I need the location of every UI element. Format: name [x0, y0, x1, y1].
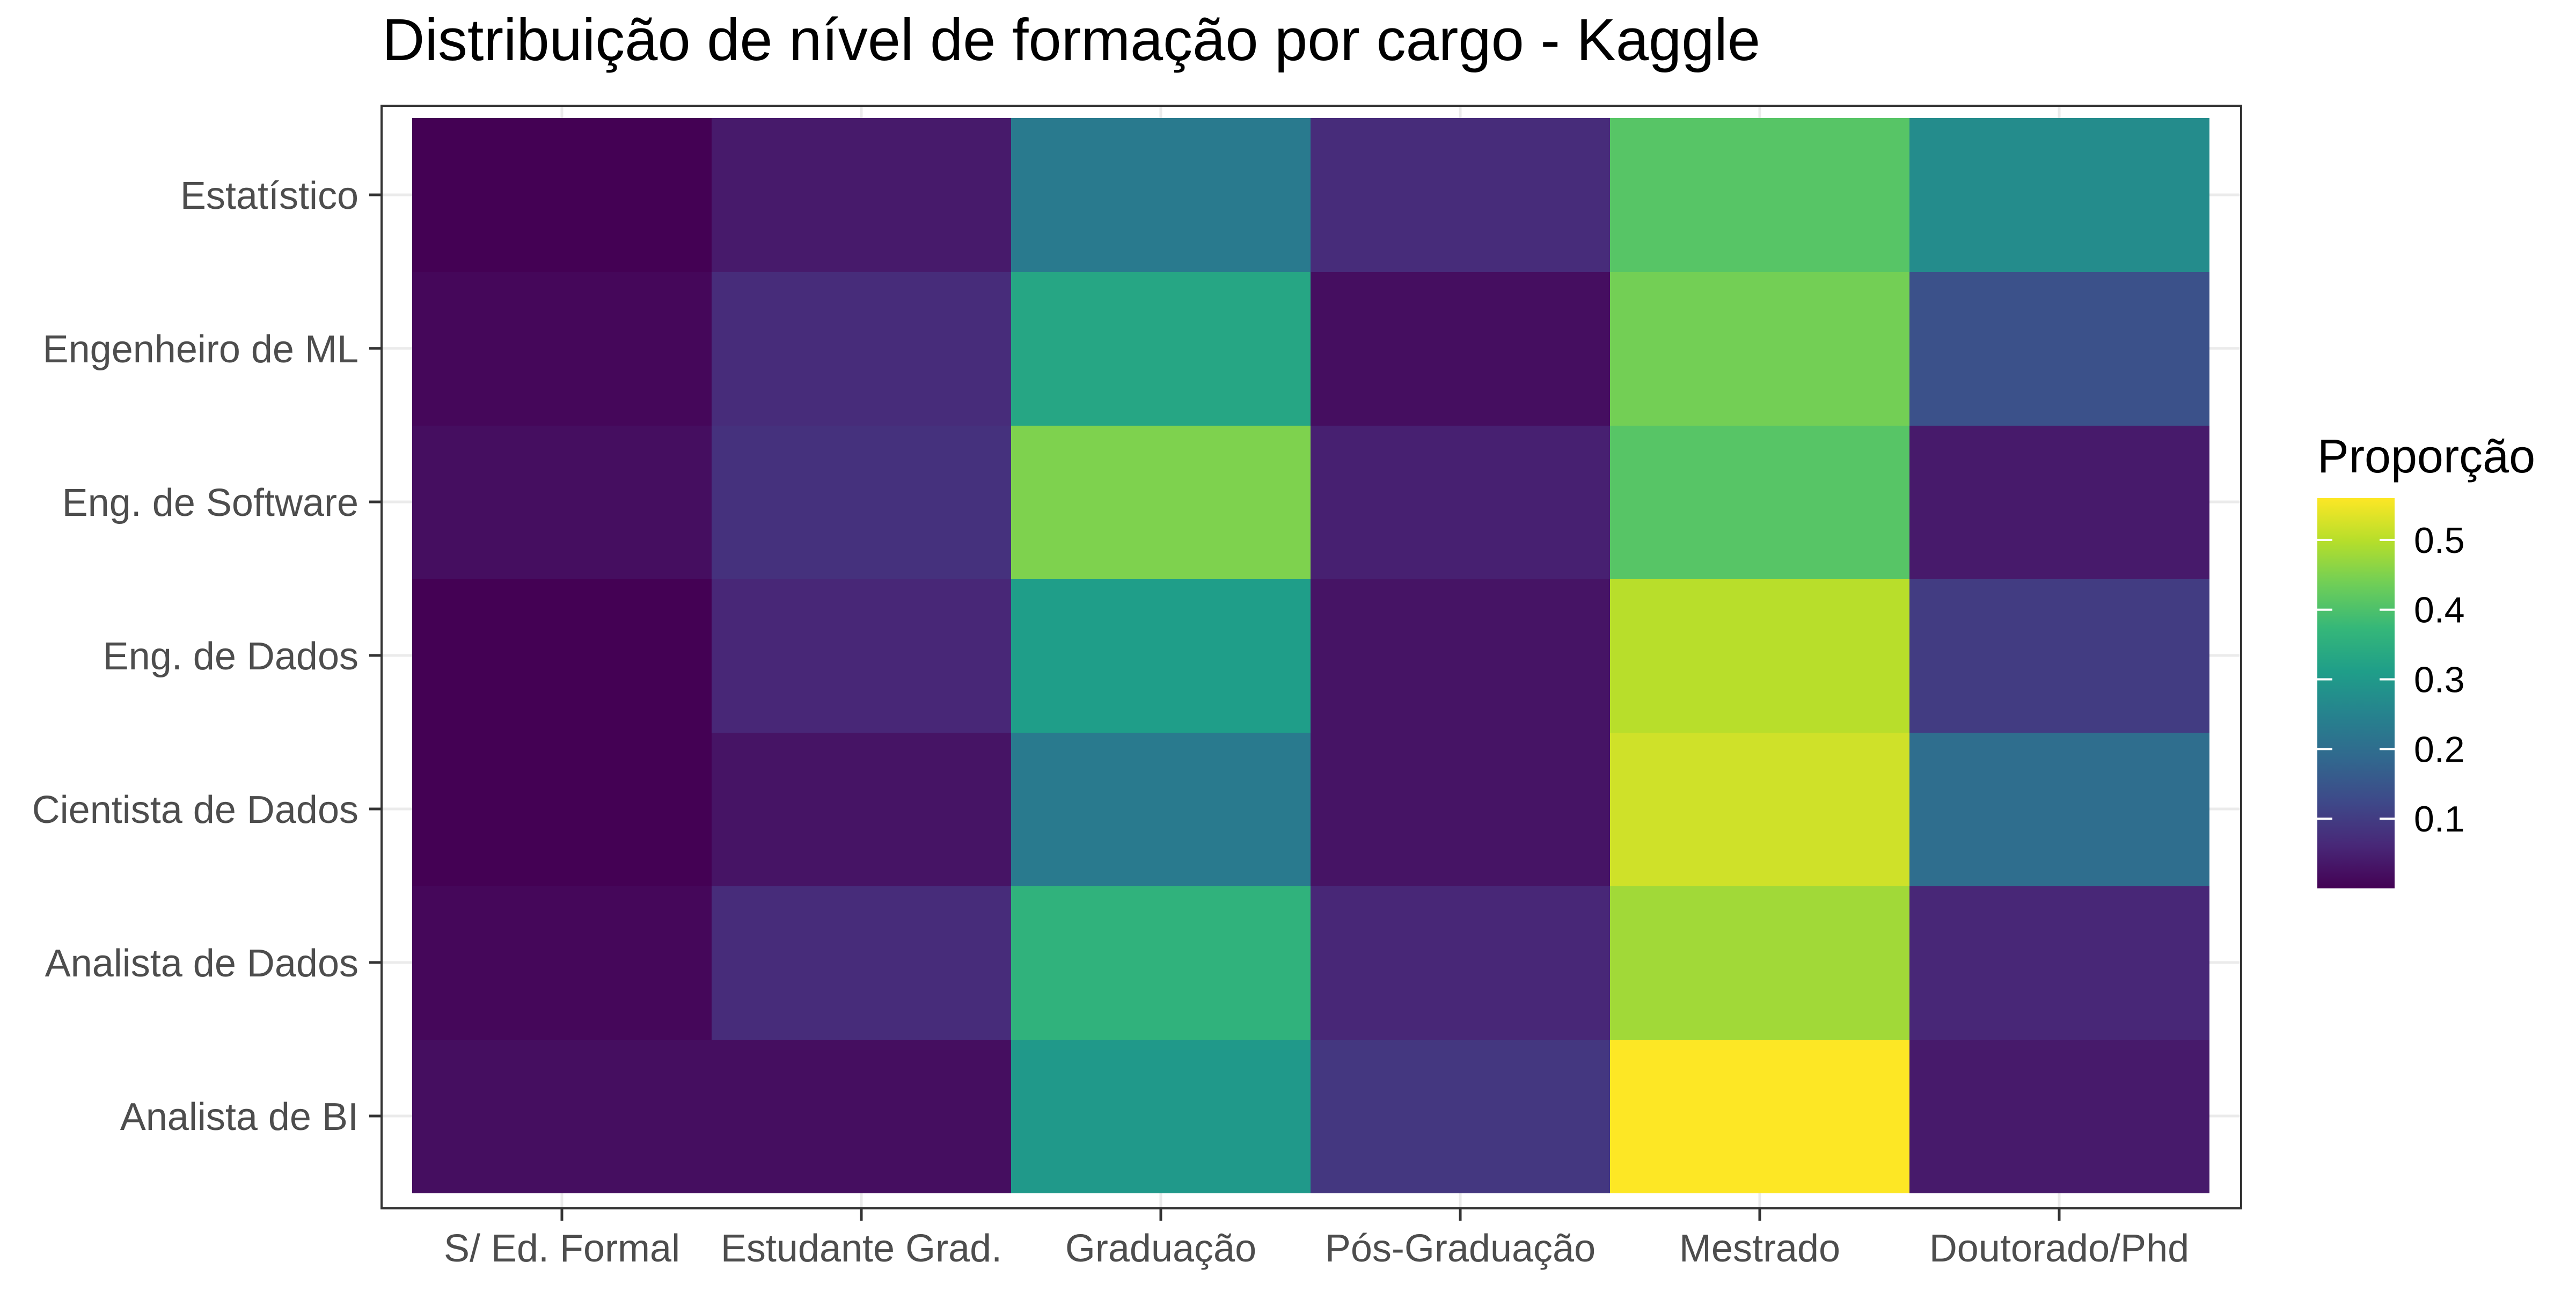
legend-tick-label: 0.5 — [2414, 520, 2465, 561]
heatmap-cell — [1610, 118, 1910, 272]
heatmap-cell — [1909, 272, 2209, 426]
heatmap-cell — [1311, 579, 1611, 733]
y-tick-label: Analista de Dados — [45, 942, 358, 985]
panel-border — [380, 105, 2242, 1209]
heatmap-cell — [1909, 732, 2209, 886]
heatmap-cell — [412, 272, 712, 426]
heatmap-cell — [412, 425, 712, 579]
x-tick-label: S/ Ed. Formal — [444, 1227, 680, 1270]
heatmap-cell — [712, 886, 1012, 1040]
heatmap-cell — [412, 886, 712, 1040]
x-axis: S/ Ed. Formal Estudante Grad. Graduação Pós… — [444, 1208, 2189, 1270]
heatmap-cell — [1610, 886, 1910, 1040]
legend-title: Proporção — [2317, 429, 2535, 483]
heatmap-cell — [712, 1039, 1012, 1193]
y-tick-label: Eng. de Software — [62, 482, 358, 524]
heatmap-cell — [712, 118, 1012, 272]
legend-tick-label: 0.1 — [2414, 799, 2465, 840]
heatmap-cell — [1610, 272, 1910, 426]
y-tick-label: Engenheiro de ML — [43, 328, 358, 371]
x-tick-label: Graduação — [1065, 1227, 1256, 1270]
x-tick-label: Doutorado/Phd — [1929, 1227, 2189, 1270]
x-tick-label: Mestrado — [1679, 1227, 1840, 1270]
heatmap-cell — [1311, 732, 1611, 886]
heatmap-cell — [1610, 579, 1910, 733]
heatmap-cell — [1610, 425, 1910, 579]
legend-tick-label: 0.4 — [2414, 590, 2465, 631]
chart-title: Distribuição de nível de formação por ca… — [382, 7, 1760, 73]
heatmap-cell — [1909, 579, 2209, 733]
heatmap-cells — [412, 118, 2209, 1193]
heatmap-cell — [1311, 886, 1611, 1040]
heatmap-cell — [712, 272, 1012, 426]
heatmap-cell — [1311, 118, 1611, 272]
heatmap-cell — [1610, 732, 1910, 886]
heatmap-cell — [1011, 118, 1311, 272]
y-axis: Analista de BI Analista de Dados Cientista… — [32, 174, 382, 1139]
x-tick-label: Estudante Grad. — [721, 1227, 1002, 1270]
heatmap-cell — [1311, 272, 1611, 426]
legend-colorbar — [2317, 498, 2395, 888]
legend: Proporção 0.1 0.2 0.3 0.4 0.5 — [2317, 429, 2535, 888]
heatmap-cell — [1311, 1039, 1611, 1193]
x-tick-label: Pós-Graduação — [1325, 1227, 1596, 1270]
heatmap-cell — [1909, 118, 2209, 272]
heatmap-cell — [1011, 1039, 1311, 1193]
heatmap-cell — [412, 1039, 712, 1193]
heatmap-cell — [1909, 886, 2209, 1040]
y-tick-label: Analista de BI — [120, 1096, 358, 1139]
heatmap-cell — [1011, 732, 1311, 886]
y-tick-label: Eng. de Dados — [103, 635, 358, 678]
y-tick-label: Cientista de Dados — [32, 789, 358, 832]
heatmap-cell — [412, 732, 712, 886]
heatmap-cell — [1011, 425, 1311, 579]
heatmap-cell — [1909, 1039, 2209, 1193]
legend-ticks: 0.1 0.2 0.3 0.4 0.5 — [2317, 520, 2465, 840]
y-tick-label: Estatístico — [180, 174, 358, 217]
heatmap-cell — [1909, 425, 2209, 579]
heatmap-cell — [412, 579, 712, 733]
legend-tick-label: 0.3 — [2414, 660, 2465, 701]
legend-tick-label: 0.2 — [2414, 729, 2465, 770]
heatmap-cell — [1610, 1039, 1910, 1193]
heatmap-cell — [1011, 272, 1311, 426]
heatmap-cell — [412, 118, 712, 272]
heatmap-cell — [1011, 579, 1311, 733]
heatmap-cell — [712, 579, 1012, 733]
heatmap-cell — [1011, 886, 1311, 1040]
heatmap-cell — [712, 425, 1012, 579]
heatmap-cell — [1311, 425, 1611, 579]
heatmap-cell — [712, 732, 1012, 886]
